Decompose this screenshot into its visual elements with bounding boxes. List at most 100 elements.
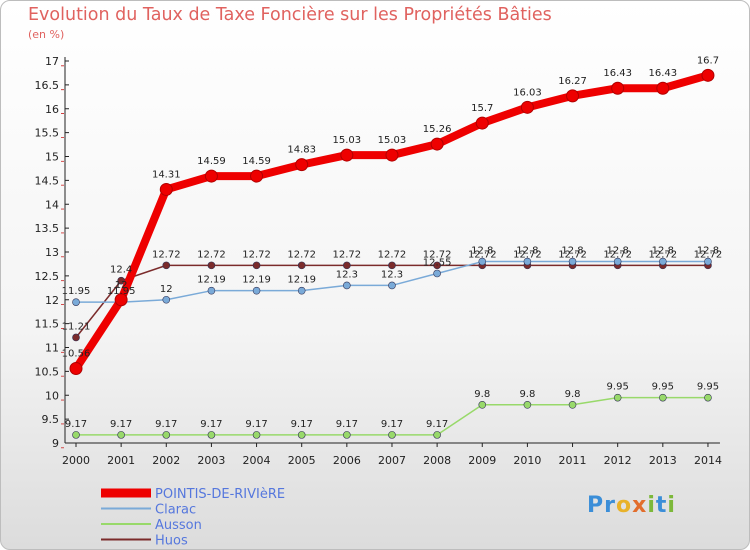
series-point-ausson (117, 431, 125, 439)
y-tick-label: 15 (45, 151, 59, 164)
series-point-pointis-de-rivi-re (430, 137, 444, 151)
data-label-clarac: 12.8 (607, 246, 629, 257)
data-label-clarac: 12.19 (287, 275, 316, 286)
y-tick-label: 12 (45, 294, 59, 307)
data-label-clarac: 12.19 (197, 275, 226, 286)
y-tick-label: 10 (45, 389, 59, 402)
y-tick-label: 14.5 (35, 174, 60, 187)
y-tick-label: 12.5 (35, 270, 60, 283)
series-point-pointis-de-rivi-re (475, 116, 489, 130)
series-point-clarac (613, 257, 622, 266)
legend-label-clarac: Clarac (155, 503, 196, 518)
logo-letter: t (655, 493, 668, 518)
data-label-clarac: 12.19 (242, 275, 271, 286)
data-label-pointis-de-rivi-re: 15.26 (423, 124, 452, 135)
data-label-huos: 12.72 (333, 249, 362, 260)
y-tick-label: 13 (45, 246, 59, 259)
data-label-pointis-de-rivi-re: 15.7 (471, 103, 493, 114)
series-line-pointis-de-rivi-re (72, 71, 712, 373)
series-point-ausson (162, 431, 171, 439)
series-point-clarac (72, 298, 80, 306)
data-label-ausson: 9.95 (652, 382, 674, 393)
logo-letter: P (587, 493, 605, 518)
series-point-huos (72, 333, 80, 342)
data-label-pointis-de-rivi-re: 16.43 (648, 68, 677, 79)
series-point-ausson (343, 431, 351, 439)
series-point-pointis-de-rivi-re (204, 169, 218, 183)
data-label-ausson: 9.8 (565, 389, 581, 400)
y-tick-label: 14 (45, 198, 59, 211)
data-label-ausson: 9.17 (426, 419, 448, 430)
series-point-pointis-de-rivi-re (69, 362, 83, 376)
x-tick-label: 2004 (243, 454, 271, 467)
data-label-huos: 12.72 (378, 249, 407, 260)
series-point-ausson (659, 393, 667, 402)
data-label-ausson: 9.17 (245, 419, 267, 430)
series-point-pointis-de-rivi-re (385, 148, 399, 162)
data-label-ausson: 9.17 (200, 419, 222, 430)
x-tick-label: 2005 (288, 454, 316, 467)
x-tick-label: 2008 (423, 454, 451, 467)
x-tick-label: 2001 (107, 454, 135, 467)
data-label-ausson: 9.95 (697, 382, 719, 393)
x-tick-label: 2006 (333, 454, 361, 467)
y-tick-label: 11 (45, 342, 59, 355)
data-label-clarac: 12 (160, 284, 173, 295)
data-label-ausson: 9.8 (474, 389, 490, 400)
logo-letter: i (667, 493, 676, 518)
x-tick-label: 2000 (62, 454, 90, 467)
y-tick-label: 9 (52, 437, 59, 450)
data-label-clarac: 12.8 (652, 246, 674, 257)
data-label-pointis-de-rivi-re: 16.27 (558, 76, 587, 87)
data-label-pointis-de-rivi-re: 16.7 (697, 55, 719, 66)
series-point-clarac (388, 281, 396, 290)
x-tick-label: 2003 (197, 454, 225, 467)
data-label-huos: 12.72 (242, 249, 271, 260)
data-label-pointis-de-rivi-re: 10.56 (62, 349, 91, 360)
series-point-pointis-de-rivi-re (114, 293, 128, 307)
series-point-clarac (523, 257, 532, 266)
series-point-ausson (478, 400, 487, 409)
data-label-clarac: 12.8 (516, 246, 538, 257)
legend-label-huos: Huos (155, 534, 188, 549)
series-point-ausson (613, 393, 622, 402)
data-label-ausson: 9.17 (155, 419, 177, 430)
data-label-pointis-de-rivi-re: 12 (115, 280, 128, 291)
legend-label-pointis-de-rivi-re: POINTIS-DE-RIVIèRE (155, 487, 285, 502)
data-label-huos: 12.72 (197, 249, 226, 260)
series-point-huos (162, 261, 171, 270)
y-tick-label: 9.5 (42, 413, 60, 426)
data-label-huos: 12.4 (110, 265, 132, 276)
series-point-pointis-de-rivi-re (656, 81, 670, 95)
data-label-pointis-de-rivi-re: 14.59 (242, 156, 271, 167)
data-label-pointis-de-rivi-re: 15.03 (333, 135, 362, 146)
series-point-huos (207, 261, 216, 270)
data-label-clarac: 12.8 (561, 246, 583, 257)
data-label-ausson: 9.8 (519, 389, 535, 400)
data-label-huos: 12.72 (648, 249, 677, 260)
data-label-pointis-de-rivi-re: 15.03 (378, 135, 407, 146)
x-tick-label: 2014 (694, 454, 722, 467)
data-label-clarac: 12.8 (697, 246, 719, 257)
series-point-clarac (659, 257, 667, 266)
y-tick-label: 16 (45, 103, 59, 116)
data-label-ausson: 9.17 (65, 419, 87, 430)
data-label-clarac: 12.3 (336, 269, 358, 280)
series-point-pointis-de-rivi-re (566, 89, 580, 103)
series-point-huos (343, 261, 351, 270)
chart-title: Evolution du Taux de Taxe Foncière sur l… (28, 5, 552, 25)
series-point-pointis-de-rivi-re (159, 182, 173, 196)
series-point-huos (297, 261, 306, 270)
data-label-huos: 12.72 (287, 249, 316, 260)
series-point-clarac (433, 269, 441, 278)
y-tick-label: 11.5 (35, 318, 60, 331)
data-label-huos: 12.72 (513, 249, 542, 260)
x-tick-label: 2012 (604, 454, 632, 467)
series-point-ausson (207, 431, 216, 439)
logo-letter: r (604, 493, 616, 518)
series-point-huos (388, 261, 396, 270)
data-label-huos: 12.72 (152, 249, 181, 260)
data-label-pointis-de-rivi-re: 14.83 (287, 145, 316, 156)
